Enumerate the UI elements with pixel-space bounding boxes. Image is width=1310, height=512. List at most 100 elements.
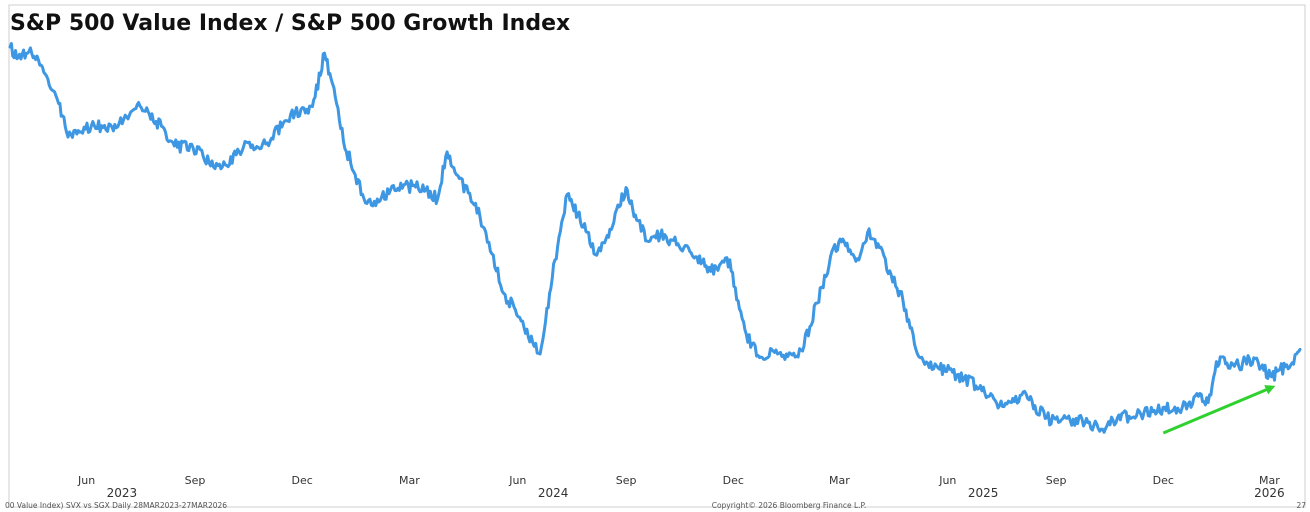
data-point (342, 140, 345, 143)
x-axis: Jun Sep Dec Mar Jun Sep Dec Mar Jun Sep Dec Mar 2023… (77, 474, 1285, 500)
data-point (502, 292, 505, 295)
data-point (401, 187, 404, 190)
data-point (1116, 416, 1119, 419)
data-point (773, 351, 776, 354)
data-point (796, 355, 800, 359)
data-point (45, 74, 48, 78)
data-point (606, 234, 609, 237)
footer-source-text: 00 Value Index) SVX vs SGX Daily 28MAR20… (5, 501, 227, 510)
data-point (26, 51, 29, 55)
data-point (914, 348, 918, 351)
data-point (785, 352, 788, 356)
data-point (145, 106, 148, 110)
data-point (716, 269, 720, 272)
data-point (1069, 419, 1072, 422)
data-point (659, 234, 662, 237)
data-point (1163, 406, 1166, 409)
data-point (616, 203, 620, 207)
data-point (951, 371, 954, 374)
data-point (557, 235, 561, 239)
data-point (246, 141, 250, 144)
data-point (1022, 390, 1025, 394)
plot-area (8, 42, 1302, 435)
footer: 00 Value Index) SVX vs SGX Daily 28MAR20… (5, 501, 1306, 510)
data-point (566, 193, 569, 196)
data-point (412, 184, 416, 187)
data-point (389, 188, 392, 192)
data-point (164, 130, 167, 134)
data-point (1278, 368, 1282, 371)
chart-title: S&P 500 Value Index / S&P 500 Growth Ind… (10, 11, 570, 36)
data-point (728, 258, 731, 261)
x-tick-label: Dec (292, 474, 313, 487)
data-point (890, 273, 893, 277)
x-tick-label: Jun (938, 474, 956, 487)
data-point (305, 108, 309, 111)
data-point (436, 197, 439, 201)
data-point (595, 254, 598, 257)
data-point (670, 238, 674, 242)
data-point (213, 167, 217, 170)
data-point (1186, 402, 1190, 406)
data-point (225, 164, 228, 167)
data-point (548, 292, 551, 295)
data-point (866, 231, 869, 234)
data-point (1033, 404, 1037, 407)
data-point (354, 173, 357, 176)
x-tick-label: Sep (616, 474, 637, 487)
data-point (136, 103, 139, 106)
data-point (682, 246, 686, 249)
data-point (901, 299, 905, 302)
x-tick-label: Sep (1046, 474, 1067, 487)
plot-border (8, 4, 1306, 508)
data-point (1259, 366, 1263, 369)
x-tick-label: Jun (508, 474, 526, 487)
footer-copyright-text: Copyright© 2026 Bloomberg Finance L.P. (712, 501, 867, 510)
x-tick-label: Dec (1153, 474, 1174, 487)
data-point (1092, 424, 1096, 427)
data-point (101, 126, 105, 129)
data-point (586, 231, 589, 234)
data-point (176, 146, 179, 149)
trend-arrow (1162, 385, 1276, 435)
data-point (1128, 415, 1131, 418)
data-point (65, 130, 68, 134)
data-point (113, 123, 117, 126)
x-tick-label: Mar (829, 474, 850, 487)
data-point (820, 285, 823, 289)
series-line-0 (8, 42, 1302, 434)
data-point (963, 377, 966, 380)
data-point (490, 252, 493, 255)
data-point (424, 188, 428, 192)
data-point (235, 153, 238, 157)
data-point (377, 200, 380, 204)
data-point (1295, 352, 1298, 356)
data-point (77, 129, 80, 132)
x-year-label: 2023 (107, 486, 138, 500)
data-point (514, 308, 517, 312)
data-point (455, 173, 458, 176)
data-point (808, 325, 812, 328)
data-point (1288, 366, 1291, 369)
x-tick-label: Dec (723, 474, 744, 487)
data-point (125, 115, 128, 119)
data-point (1057, 421, 1060, 424)
x-tick-label: Jun (77, 474, 95, 487)
data-point (938, 368, 941, 371)
x-year-label: 2026 (1254, 486, 1285, 500)
x-year-label: 2024 (538, 486, 569, 500)
data-point (8, 45, 12, 49)
data-point (1045, 416, 1048, 419)
data-point (576, 213, 579, 216)
data-point (1248, 357, 1251, 360)
data-point (478, 216, 482, 219)
data-point (694, 255, 697, 258)
data-point (1175, 412, 1178, 415)
data-point (154, 120, 158, 123)
data-point (1198, 392, 1202, 395)
x-year-label: 2025 (968, 486, 999, 500)
data-point (736, 299, 740, 302)
data-point (445, 150, 449, 154)
data-point (17, 56, 20, 59)
